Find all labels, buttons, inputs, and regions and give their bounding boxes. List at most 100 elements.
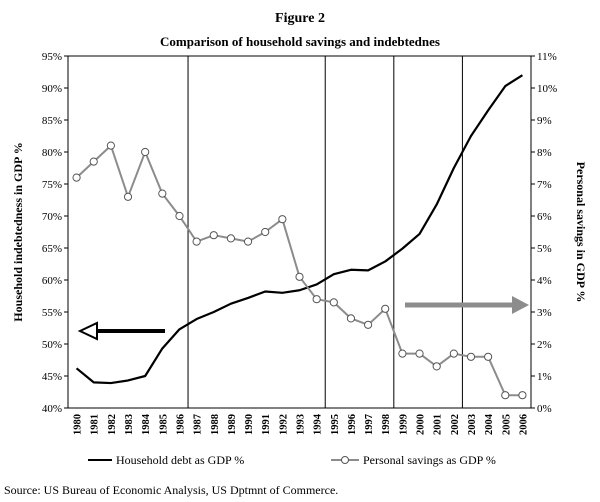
legend-label-household-debt: Household debt as GDP % xyxy=(116,453,244,467)
data-point-personal-savings-as-gdp xyxy=(192,237,201,246)
right-axis-title: Personal savings in GDP % xyxy=(574,162,588,303)
x-tick-label: 1996 xyxy=(347,414,358,435)
plot-area xyxy=(67,55,532,409)
x-tick-label: 1989 xyxy=(227,414,238,435)
annotations xyxy=(77,296,529,341)
left-tick-label: 40% xyxy=(42,403,62,415)
data-point-personal-savings-as-gdp xyxy=(89,157,98,166)
right-tick-label: 5% xyxy=(537,243,552,255)
data-point-personal-savings-as-gdp xyxy=(106,141,115,150)
data-point-personal-savings-as-gdp xyxy=(209,231,218,240)
right-tick-label: 1% xyxy=(537,371,552,383)
right-tick-label: 4% xyxy=(537,275,552,287)
left-tick-label: 95% xyxy=(42,51,62,63)
data-point-personal-savings-as-gdp xyxy=(123,192,133,201)
chart-title: Comparison of household savings and inde… xyxy=(160,34,440,49)
x-tick-label: 1987 xyxy=(193,414,204,435)
data-point-personal-savings-as-gdp xyxy=(226,234,236,243)
data-point-personal-savings-as-gdp xyxy=(175,211,184,221)
right-tick-label: 9% xyxy=(537,115,552,127)
data-point-personal-savings-as-gdp xyxy=(449,349,458,358)
left-tick-label: 85% xyxy=(42,115,62,127)
right-tick-label: 11% xyxy=(537,51,557,63)
x-tick-label: 2005 xyxy=(501,414,512,435)
data-point-personal-savings-as-gdp xyxy=(243,237,253,246)
left-axis: 40% 45% 50% 55% 60% 65% 70% 75% 80% 85% 90% 95% xyxy=(42,51,68,415)
x-tick-label: 1986 xyxy=(175,414,186,435)
series-line-household-debt-as-gdp xyxy=(75,74,524,385)
x-tick-label: 2004 xyxy=(484,413,495,435)
data-point-personal-savings-as-gdp xyxy=(278,215,287,224)
data-point-personal-savings-as-gdp xyxy=(261,227,270,237)
series-line-personal-savings-as-gdp xyxy=(75,144,523,397)
x-tick-label: 2001 xyxy=(433,414,444,435)
x-tick-label: 1997 xyxy=(364,414,375,435)
data-point-personal-savings-as-gdp xyxy=(72,173,81,182)
x-tick-label: 2002 xyxy=(450,414,461,435)
x-tick-label: 1981 xyxy=(90,414,101,435)
x-tick-label: 1990 xyxy=(244,414,255,435)
left-tick-label: 65% xyxy=(42,243,62,255)
data-point-personal-savings-as-gdp xyxy=(363,320,373,329)
series-group xyxy=(72,74,527,400)
legend-marker-personal-savings xyxy=(341,456,349,464)
legend: Household debt as GDP % Personal savings… xyxy=(88,453,496,467)
data-point-personal-savings-as-gdp xyxy=(466,352,476,361)
x-tick-label: 1983 xyxy=(124,414,135,435)
figure-label: Figure 2 xyxy=(275,11,325,26)
right-axis: 0% 1% 2% 3% 4% 5% 6% 7% 8% 9% 10% 11% xyxy=(531,51,557,415)
x-tick-label: 1994 xyxy=(313,413,324,435)
left-tick-label: 60% xyxy=(42,275,62,287)
data-point-personal-savings-as-gdp xyxy=(432,362,441,371)
left-tick-label: 90% xyxy=(42,83,62,95)
arrow-left-head xyxy=(77,321,98,341)
right-tick-label: 3% xyxy=(537,307,552,319)
data-point-personal-savings-as-gdp xyxy=(312,295,321,304)
x-tick-label: 2000 xyxy=(416,414,427,435)
right-tick-label: 0% xyxy=(537,403,552,415)
right-tick-label: 7% xyxy=(537,179,552,191)
x-tick-label: 1991 xyxy=(261,414,272,435)
arrow-right-head xyxy=(512,296,529,314)
data-point-personal-savings-as-gdp xyxy=(295,272,304,281)
data-point-personal-savings-as-gdp xyxy=(501,391,510,400)
x-tick-label: 1998 xyxy=(381,414,392,435)
vertical-separators xyxy=(187,56,463,408)
x-tick-label: 1993 xyxy=(296,414,307,435)
source-note: Source: US Bureau of Economic Analysis, … xyxy=(4,483,338,497)
data-point-personal-savings-as-gdp xyxy=(484,352,493,361)
right-tick-label: 10% xyxy=(537,83,557,95)
left-tick-label: 75% xyxy=(42,179,62,191)
data-point-personal-savings-as-gdp xyxy=(518,391,527,400)
data-point-personal-savings-as-gdp xyxy=(329,298,338,307)
data-point-personal-savings-as-gdp xyxy=(415,349,424,358)
x-tick-label: 1982 xyxy=(107,414,118,435)
x-tick-label: 1992 xyxy=(278,414,289,435)
x-tick-label: 1984 xyxy=(141,413,152,435)
left-tick-label: 45% xyxy=(42,371,62,383)
legend-label-personal-savings: Personal savings as GDP % xyxy=(363,453,496,467)
x-axis: 1980 1981 1982 1983 1984 1985 1986 1987 1988 1989… xyxy=(73,413,530,435)
x-tick-label: 1980 xyxy=(73,414,84,435)
data-point-personal-savings-as-gdp xyxy=(158,189,167,198)
right-tick-label: 8% xyxy=(537,147,552,159)
left-tick-label: 50% xyxy=(42,339,62,351)
x-tick-label: 2003 xyxy=(467,414,478,435)
x-tick-label: 1988 xyxy=(210,414,221,435)
right-tick-label: 6% xyxy=(537,211,552,223)
x-tick-label: 1995 xyxy=(330,414,341,435)
data-point-personal-savings-as-gdp xyxy=(381,304,390,313)
left-axis-title: Household indebtedness in GDP % xyxy=(11,142,25,321)
left-tick-label: 55% xyxy=(42,307,62,319)
x-tick-label: 2006 xyxy=(518,414,529,435)
data-point-personal-savings-as-gdp xyxy=(346,314,356,323)
left-tick-label: 70% xyxy=(42,211,62,223)
left-tick-label: 80% xyxy=(42,147,62,159)
x-tick-label: 1999 xyxy=(398,414,409,435)
data-point-personal-savings-as-gdp xyxy=(141,147,150,157)
x-tick-label: 1985 xyxy=(158,414,169,435)
right-tick-label: 2% xyxy=(537,339,552,351)
data-point-personal-savings-as-gdp xyxy=(398,349,407,358)
